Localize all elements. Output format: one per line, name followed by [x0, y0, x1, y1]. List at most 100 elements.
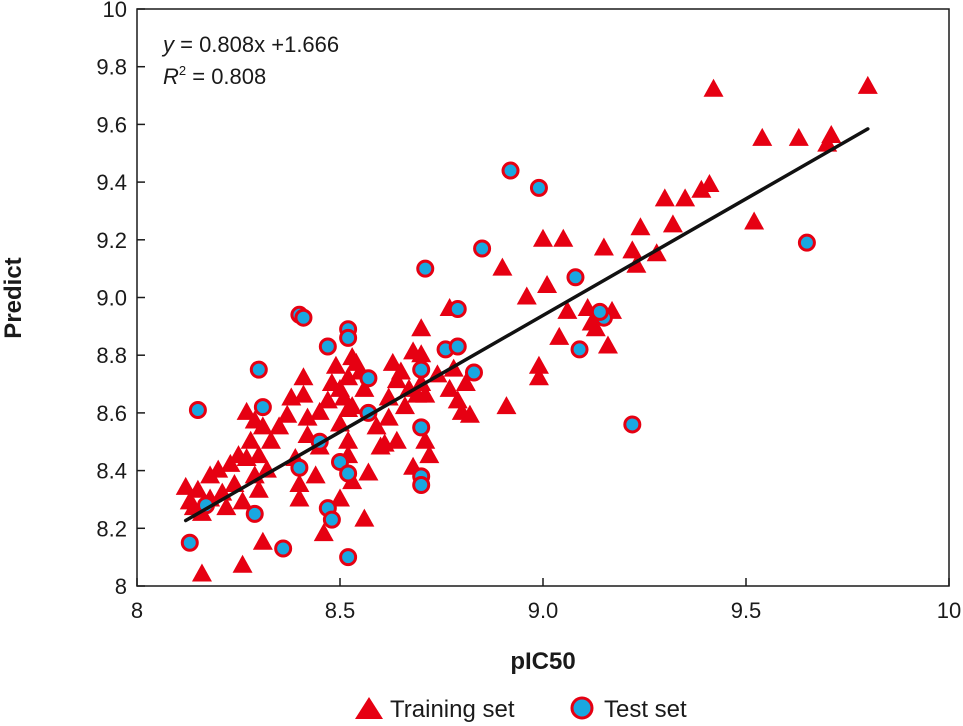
test-point	[448, 337, 467, 356]
y-tick-label: 8.8	[96, 343, 127, 368]
training-point	[232, 491, 253, 510]
training-point	[593, 237, 614, 256]
training-point	[675, 188, 696, 207]
training-point	[354, 378, 375, 397]
training-point	[224, 474, 245, 493]
training-point	[386, 430, 407, 449]
training-point	[857, 75, 878, 94]
training-point	[293, 367, 314, 386]
training-point	[597, 335, 618, 354]
test-point	[253, 398, 272, 417]
training-point	[216, 497, 237, 516]
y-tick-label: 10	[103, 0, 127, 22]
x-tick-label: 10	[937, 598, 961, 623]
training-point	[342, 396, 363, 415]
x-tick-label: 9.5	[731, 598, 762, 623]
test-point	[318, 337, 337, 356]
training-point	[585, 318, 606, 337]
test-point	[188, 401, 207, 420]
y-tick-label: 8	[115, 574, 127, 599]
training-point	[248, 479, 269, 498]
training-point	[390, 361, 411, 380]
test-point	[290, 458, 309, 477]
test-point	[590, 302, 609, 321]
test-point	[412, 418, 431, 437]
training-point	[537, 274, 558, 293]
training-point	[252, 531, 273, 550]
training-point	[305, 465, 326, 484]
training-point	[289, 488, 310, 507]
training-point	[236, 401, 257, 420]
training-point	[496, 396, 517, 415]
training-point	[744, 211, 765, 230]
training-point	[411, 344, 432, 363]
y-tick-label: 8.6	[96, 401, 127, 426]
test-point	[448, 300, 467, 319]
training-point	[549, 326, 570, 345]
test-point	[797, 233, 816, 252]
training-point	[358, 462, 379, 481]
training-point	[533, 228, 553, 247]
x-tick-label: 9.0	[528, 598, 559, 623]
training-point	[256, 459, 277, 478]
equation-text: y = 0.808x +1.666	[161, 32, 339, 57]
training-point	[411, 318, 432, 337]
training-point	[455, 373, 476, 392]
training-point	[439, 378, 460, 397]
test-point	[294, 308, 313, 327]
legend-triangle-marker	[355, 697, 383, 719]
training-point	[788, 127, 809, 146]
training-point	[553, 228, 574, 247]
training-point	[289, 474, 310, 493]
r2-rhs: = 0.808	[186, 64, 266, 89]
training-point	[662, 214, 683, 233]
y-tick-label: 8.4	[96, 459, 127, 484]
training-point	[378, 407, 399, 426]
test-point	[322, 510, 341, 529]
legend-label-test: Test set	[604, 696, 687, 723]
equation-lhs: y	[161, 32, 176, 57]
y-tick-label: 9.2	[96, 228, 127, 253]
training-point	[557, 300, 578, 319]
test-point	[339, 328, 358, 347]
test-point	[464, 363, 483, 382]
test-point	[570, 340, 589, 359]
test-point	[412, 360, 431, 379]
training-point	[516, 286, 537, 305]
training-point	[630, 217, 651, 236]
training-point	[330, 488, 350, 507]
training-point	[338, 430, 359, 449]
test-point	[416, 259, 435, 278]
training-point	[313, 523, 334, 542]
training-point	[260, 430, 281, 449]
training-point	[252, 416, 273, 435]
r-squared-text: R2 = 0.808	[163, 63, 266, 89]
training-point	[382, 352, 403, 371]
r2-base: R	[163, 64, 179, 89]
training-point	[293, 384, 314, 403]
training-point	[248, 445, 269, 464]
y-tick-label: 9.6	[96, 112, 127, 137]
test-point	[245, 504, 264, 523]
training-point	[309, 401, 330, 420]
training-point	[240, 430, 261, 449]
test-point	[501, 161, 520, 180]
x-axis: 8 8.5 9.0 9.5 10	[131, 578, 961, 623]
training-point	[492, 257, 513, 276]
y-tick-label: 8.2	[96, 516, 127, 541]
plot-frame	[136, 8, 950, 587]
x-tick-label: 8.5	[325, 598, 356, 623]
legend-label-training: Training set	[390, 696, 515, 723]
training-point	[703, 78, 724, 97]
training-point	[646, 243, 667, 262]
training-point	[821, 124, 842, 143]
y-tick-label: 9.4	[96, 170, 127, 195]
training-point	[366, 416, 387, 435]
training-point	[419, 445, 440, 464]
test-point	[623, 415, 642, 434]
training-point	[394, 396, 415, 415]
training-point	[208, 459, 229, 478]
training-point	[338, 367, 359, 386]
training-point	[415, 430, 436, 449]
test-point	[249, 360, 268, 379]
